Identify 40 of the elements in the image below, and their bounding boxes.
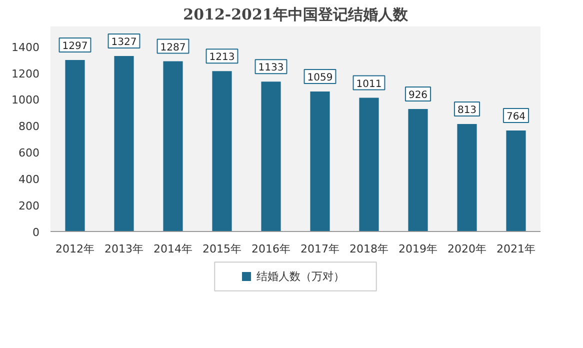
y-tick-label: 0 xyxy=(32,226,40,239)
bar xyxy=(261,82,281,232)
data-label: 926 xyxy=(408,90,428,102)
x-tick-label: 2017年 xyxy=(300,242,340,256)
bar xyxy=(212,71,232,232)
y-tick-label: 600 xyxy=(18,146,40,160)
data-label: 1287 xyxy=(160,42,186,54)
x-tick-label: 2015年 xyxy=(202,242,242,256)
y-tick-label: 1200 xyxy=(12,67,40,80)
data-label: 1327 xyxy=(111,36,137,48)
x-tick-label: 2012年 xyxy=(56,242,95,256)
x-tick-label: 2014年 xyxy=(154,242,193,256)
y-tick-label: 800 xyxy=(18,120,40,134)
bar xyxy=(408,109,428,232)
data-label: 764 xyxy=(506,111,526,122)
y-tick-label: 1400 xyxy=(12,40,40,54)
x-tick-label: 2013年 xyxy=(104,242,144,256)
bar xyxy=(65,60,85,232)
bar xyxy=(457,124,477,232)
bar xyxy=(359,98,379,232)
legend-label: 结婚人数（万对） xyxy=(256,270,344,283)
x-tick-label: 2019年 xyxy=(398,242,438,256)
data-label: 813 xyxy=(457,104,477,116)
bar xyxy=(163,61,183,232)
y-tick-label: 400 xyxy=(18,173,40,186)
bar xyxy=(310,91,330,232)
data-label: 1011 xyxy=(356,78,382,90)
bar xyxy=(506,130,526,232)
bar xyxy=(114,56,134,232)
y-tick-label: 1000 xyxy=(12,94,40,107)
data-label: 1297 xyxy=(62,40,88,52)
y-tick-label: 200 xyxy=(18,200,40,213)
x-tick-label: 2018年 xyxy=(350,242,389,256)
data-label: 1133 xyxy=(258,62,284,74)
data-label: 1059 xyxy=(307,72,333,84)
x-tick-label: 2020年 xyxy=(448,242,487,256)
x-tick-label: 2016年 xyxy=(252,242,291,256)
x-tick-label: 2021年 xyxy=(496,242,536,256)
data-label: 1213 xyxy=(209,52,235,64)
chart-title: 2012-2021年中国登记结婚人数 xyxy=(183,6,409,24)
